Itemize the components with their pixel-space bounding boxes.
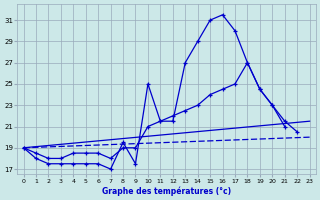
X-axis label: Graphe des températures (°c): Graphe des températures (°c) (102, 186, 231, 196)
